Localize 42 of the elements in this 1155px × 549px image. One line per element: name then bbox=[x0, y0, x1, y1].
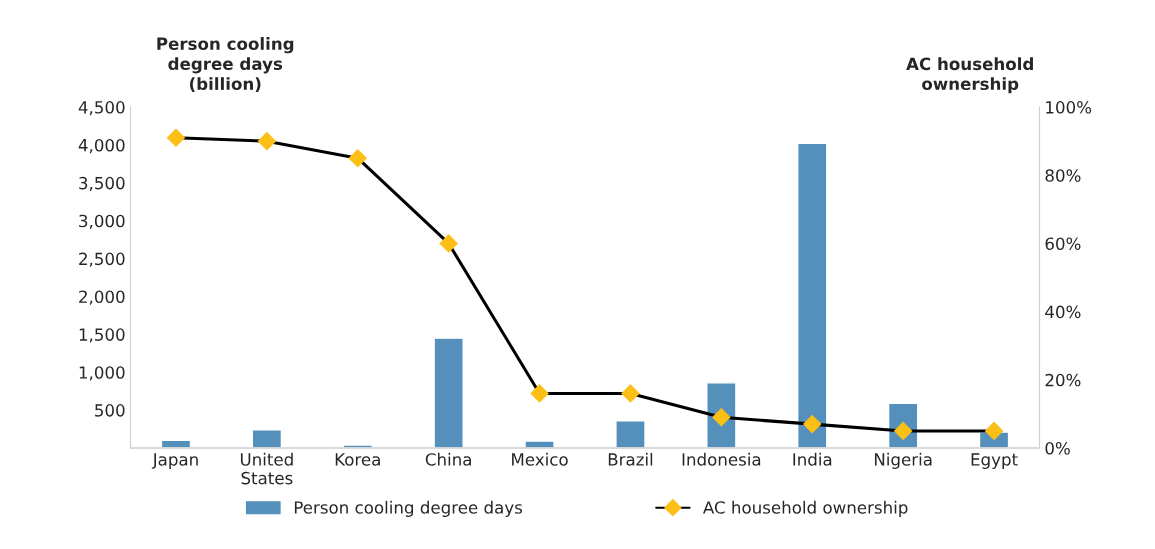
x-tick-label: China bbox=[425, 452, 471, 466]
bar bbox=[433, 337, 464, 448]
point bbox=[621, 384, 640, 403]
x-tick-label: India bbox=[793, 452, 832, 466]
point bbox=[439, 234, 458, 253]
point bbox=[984, 421, 1004, 441]
bar bbox=[615, 420, 646, 448]
point bbox=[166, 128, 186, 148]
y-tick-label: 4,000 bbox=[78, 138, 125, 154]
x-tick-label: Egypt bbox=[971, 453, 1018, 469]
y2-tick-label: 40% bbox=[1045, 305, 1081, 319]
y2-tick-label: 0% bbox=[1045, 441, 1070, 455]
y-tick-label: 4,500 bbox=[78, 101, 125, 116]
bar bbox=[251, 429, 283, 448]
y-tick-label: 1,500 bbox=[79, 328, 125, 343]
point bbox=[348, 148, 368, 168]
legend-label: Person cooling degree days bbox=[294, 500, 523, 517]
y-axis-title: Person cooling degree days (billion) bbox=[157, 37, 294, 93]
y-tick-label: 1,000 bbox=[79, 366, 125, 381]
y2-tick-label: 80% bbox=[1045, 169, 1081, 182]
point bbox=[530, 384, 549, 403]
y-tick-label: 2,500 bbox=[79, 252, 125, 267]
y2-axis-title: AC household ownership bbox=[906, 57, 1033, 94]
legend-label: AC household ownership bbox=[703, 500, 908, 517]
bar bbox=[797, 142, 828, 448]
y2-tick-label: 20% bbox=[1045, 373, 1081, 387]
y-tick-label: 2,000 bbox=[79, 290, 125, 305]
point bbox=[257, 131, 277, 151]
y-tick-label: 500 bbox=[95, 404, 125, 417]
x-tick-label: Indonesia bbox=[682, 452, 761, 466]
bar bbox=[524, 440, 555, 448]
y2-tick-label: 60% bbox=[1045, 237, 1081, 250]
x-tick-label: Brazil bbox=[608, 452, 653, 466]
x-tick-label: Korea bbox=[335, 453, 380, 466]
y-tick-label: 3,000 bbox=[79, 214, 125, 229]
x-tick-label: Nigeria bbox=[874, 452, 932, 469]
x-tick-label: Mexico bbox=[512, 452, 568, 466]
y2-tick-label: 100% bbox=[1046, 101, 1092, 114]
point bbox=[802, 414, 822, 434]
x-tick-label: United States bbox=[240, 452, 293, 485]
x-tick-label: Japan bbox=[151, 453, 198, 469]
y-tick-label: 3,500 bbox=[79, 176, 125, 192]
